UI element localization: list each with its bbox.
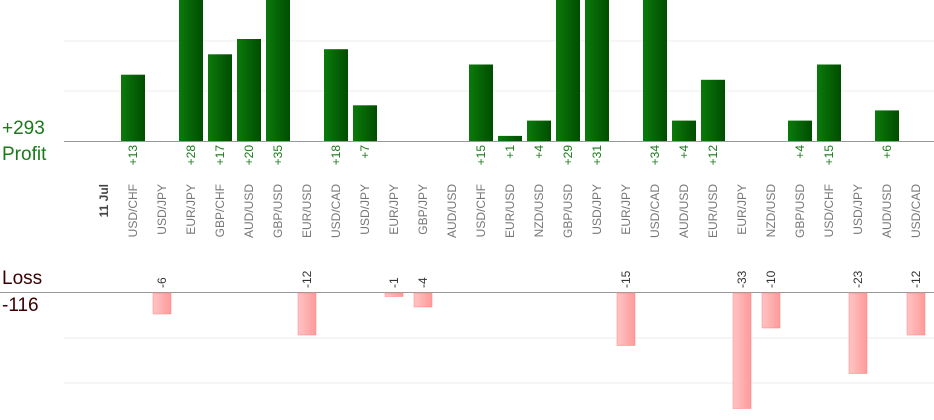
category-label: AUD/USD <box>445 184 459 238</box>
profit-data-label: +20 <box>242 145 256 166</box>
bars <box>121 0 926 409</box>
category-label: GBP/JPY <box>416 184 430 235</box>
loss-bar <box>906 292 926 336</box>
loss-bar <box>732 292 752 409</box>
category-label: AUD/USD <box>880 184 894 238</box>
profit-bar <box>266 0 290 141</box>
date-label: 11 Jul <box>97 184 111 217</box>
category-label: EUR/USD <box>706 184 720 238</box>
profit-bar <box>208 54 232 141</box>
category-label: USD/JPY <box>851 184 865 235</box>
category-label: EUR/JPY <box>184 184 198 235</box>
loss-bar <box>848 292 868 374</box>
category-label: USD/CHF <box>822 184 836 237</box>
loss-bar <box>616 292 636 346</box>
category-label: GBP/USD <box>271 184 285 238</box>
category-label: USD/JPY <box>155 184 169 235</box>
profit-bar <box>498 135 522 141</box>
loss-bar <box>761 292 781 329</box>
category-label: USD/CAD <box>909 184 923 238</box>
profit-bar <box>643 0 667 141</box>
category-label: EUR/JPY <box>619 184 633 235</box>
profit-bar <box>237 39 261 141</box>
profit-label: Profit <box>2 144 47 165</box>
profit-data-label: +34 <box>648 145 662 166</box>
profit-data-label: +6 <box>880 145 894 159</box>
category-label: USD/JPY <box>590 184 604 235</box>
category-label: USD/CAD <box>329 184 343 238</box>
profit-data-label: +29 <box>561 145 575 166</box>
profit-data-label: +4 <box>793 145 807 159</box>
loss-data-label: -33 <box>735 270 749 288</box>
category-label: NZD/USD <box>764 184 778 238</box>
loss-data-label: -1 <box>387 277 401 288</box>
profit-data-label: +35 <box>271 145 285 166</box>
loss-data-label: -15 <box>619 270 633 288</box>
profit-data-label: +1 <box>503 145 517 159</box>
profit-bar <box>788 120 812 141</box>
profit-data-label: +12 <box>706 145 720 166</box>
profit-bar <box>179 0 203 142</box>
category-label: AUD/USD <box>677 184 691 238</box>
profit-bar <box>469 64 493 141</box>
loss-data-label: -4 <box>416 277 430 288</box>
loss-data-label: -6 <box>155 277 169 288</box>
category-label: GBP/USD <box>561 184 575 238</box>
profit-bar <box>701 79 725 141</box>
profit-data-label: +28 <box>184 145 198 166</box>
category-label: NZD/USD <box>532 184 546 238</box>
profit-bar <box>556 0 580 141</box>
profit-bar <box>324 49 348 142</box>
loss-bar <box>152 292 172 315</box>
loss-total: -116 <box>2 295 39 316</box>
profit-bar <box>875 110 899 141</box>
profit-data-label: +17 <box>213 145 227 166</box>
profit-bar <box>527 120 551 141</box>
category-label: AUD/USD <box>242 184 256 238</box>
profit-data-label: +18 <box>329 145 343 166</box>
profit-data-label: +15 <box>822 145 836 166</box>
loss-data-label: -23 <box>851 270 865 288</box>
profit-data-label: +4 <box>532 145 546 159</box>
labels: USD/CHF +13 USD/JPY -6 EUR/JPY +28 GBP/CHF +17 A… <box>97 145 923 288</box>
category-label: USD/CAD <box>648 184 662 238</box>
loss-data-label: -12 <box>909 270 923 288</box>
profit-bar <box>353 105 377 141</box>
profit-bar <box>585 0 609 142</box>
profit-data-label: +13 <box>126 145 140 166</box>
category-label: EUR/USD <box>300 184 314 238</box>
profit-data-label: +7 <box>358 145 372 159</box>
category-label: EUR/USD <box>503 184 517 238</box>
profit-data-label: +15 <box>474 145 488 166</box>
profit-bar <box>672 120 696 141</box>
category-label: EUR/JPY <box>387 184 401 235</box>
category-label: GBP/USD <box>793 184 807 238</box>
loss-bar <box>384 292 404 297</box>
profit-bar <box>817 64 841 141</box>
loss-bar <box>297 292 317 336</box>
loss-data-label: -12 <box>300 270 314 288</box>
category-label: USD/JPY <box>358 184 372 235</box>
profit-total: +293 <box>2 118 45 139</box>
category-label: GBP/CHF <box>213 184 227 237</box>
profit-data-label: +31 <box>590 145 604 166</box>
profit-bar <box>121 74 145 141</box>
loss-data-label: -10 <box>764 270 778 288</box>
category-label: USD/CHF <box>474 184 488 237</box>
profit-data-label: +4 <box>677 145 691 159</box>
category-label: USD/CHF <box>126 184 140 237</box>
loss-label: Loss <box>2 268 43 289</box>
loss-bar <box>413 292 433 308</box>
category-label: EUR/JPY <box>735 184 749 235</box>
